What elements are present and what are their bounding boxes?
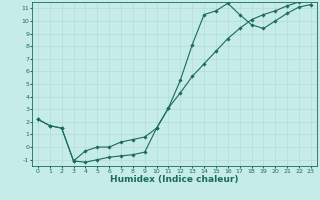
X-axis label: Humidex (Indice chaleur): Humidex (Indice chaleur)	[110, 175, 239, 184]
